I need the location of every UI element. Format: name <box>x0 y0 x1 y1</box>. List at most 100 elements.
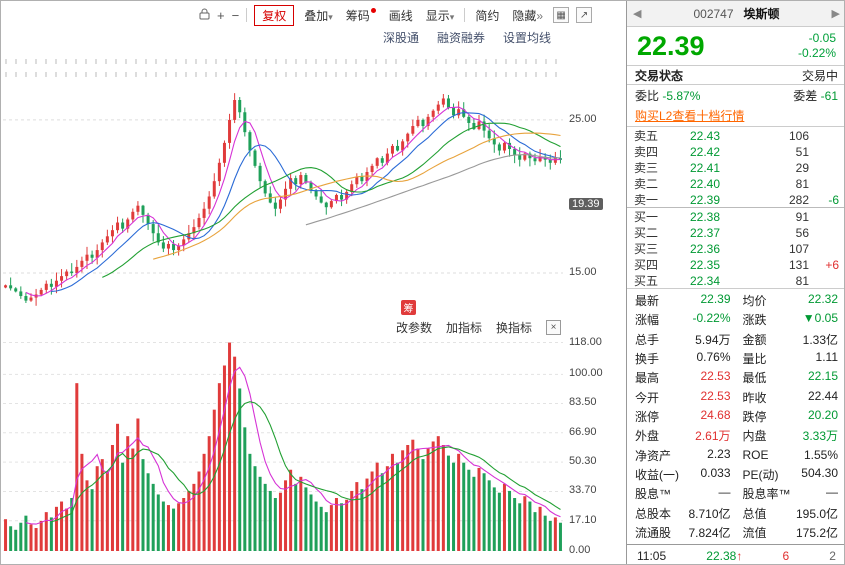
add-indicator-link[interactable]: 加指标 <box>445 320 482 335</box>
close-icon[interactable]: × <box>546 319 561 335</box>
stat-label: 今开 <box>635 390 660 405</box>
stat-value: — <box>718 485 731 500</box>
ask-row[interactable]: 卖二 22.40 81 <box>627 175 844 192</box>
price-tag: 19.39 <box>569 197 603 210</box>
bid-volume: 107 <box>788 241 809 256</box>
price-axis-label: 15.00 <box>569 266 597 279</box>
price-axis: 25.00 15.00 19.39 <box>565 51 623 319</box>
stat-label: 流值 <box>742 525 767 540</box>
stat-value: 0.76% <box>696 350 731 365</box>
link-ma-settings[interactable]: 设置均线 <box>502 30 551 45</box>
switch-indicator-link[interactable]: 换指标 <box>495 320 532 335</box>
stat-row: 流通股 7.824亿 流值 175.2亿 <box>627 523 844 542</box>
bid-price: 22.36 <box>689 241 720 256</box>
stat-label: 净资产 <box>635 448 672 463</box>
ask-delta: -6 <box>828 192 839 207</box>
bid-price: 22.38 <box>689 209 720 224</box>
l2-quote-link[interactable]: 购买L2查看十档行情 <box>627 105 844 127</box>
link-margin-trading[interactable]: 融资融券 <box>436 30 485 45</box>
stat-value: 22.53 <box>700 388 731 403</box>
trade-status-value: 交易中 <box>801 68 838 83</box>
market-links-bar: 深股通 融资融券 设置均线 <box>1 27 623 47</box>
stat-row: 总手 5.94万 金额 1.33亿 <box>627 330 844 349</box>
ask-row[interactable]: 卖五 22.43 106 <box>627 127 844 144</box>
stat-row: 涨幅 -0.22% 涨跌 ▼0.05 <box>627 310 844 329</box>
drawline-button[interactable]: 画线 <box>386 5 416 26</box>
zoom-in-icon[interactable]: + <box>217 7 225 23</box>
price-axis-label: 25.00 <box>569 112 597 125</box>
event-marker-row <box>5 59 559 64</box>
ask-row[interactable]: 卖四 22.42 51 <box>627 143 844 160</box>
stock-name: 埃斯顿 <box>743 7 780 21</box>
event-marker-row <box>5 72 559 77</box>
toolbar-divider <box>464 8 466 22</box>
chips-button[interactable]: 筹码 <box>343 5 379 26</box>
display-button[interactable]: 显示▾ <box>423 5 458 26</box>
stat-value: 8.710亿 <box>688 506 731 521</box>
next-stock-icon[interactable]: ▶ <box>831 8 840 20</box>
stat-value: 7.824亿 <box>688 525 731 540</box>
toolbar-divider <box>246 8 248 22</box>
ask-label: 卖五 <box>634 129 659 143</box>
stat-label: 总手 <box>635 332 660 347</box>
stat-label: PE(动) <box>742 467 779 482</box>
zoom-out-icon[interactable]: − <box>231 7 240 23</box>
bid-row[interactable]: 买一 22.38 91 <box>627 208 844 225</box>
volume-chart[interactable] <box>3 339 563 551</box>
ask-row[interactable]: 卖一 22.39 282 -6 <box>627 191 844 208</box>
red-dot-icon <box>370 7 376 13</box>
stat-label: 最高 <box>635 371 660 386</box>
stat-value: 0.033 <box>700 465 731 480</box>
bid-row[interactable]: 买二 22.37 56 <box>627 224 844 241</box>
price-change: -0.05 <box>808 31 836 45</box>
tick-footer[interactable]: 11:05 22.38↑ 6 2 <box>627 544 844 564</box>
stat-value: 2.23 <box>707 446 731 461</box>
bid-label: 买四 <box>634 258 659 272</box>
order-book: 卖五 22.43 106 卖四 22.42 51 卖三 22.41 29 卖二 22.40 81 卖一 2… <box>627 127 844 289</box>
stat-label: 股息™ <box>635 487 672 502</box>
ask-label: 卖二 <box>634 177 659 191</box>
bid-volume: 131 <box>788 257 809 272</box>
bid-price: 22.35 <box>689 257 720 272</box>
stat-label: 内盘 <box>742 429 767 444</box>
hide-button[interactable]: 隐藏» <box>509 5 546 26</box>
stat-value: 22.32 <box>807 292 838 307</box>
bid-row[interactable]: 买三 22.36 107 <box>627 240 844 257</box>
weicha-label: 委差 <box>793 88 818 103</box>
stat-label: 流通股 <box>635 525 672 540</box>
stat-label: 金额 <box>742 332 767 347</box>
stat-value: 22.39 <box>700 292 731 307</box>
link-szse-connect[interactable]: 深股通 <box>382 30 419 45</box>
lock-icon[interactable] <box>199 8 210 22</box>
simple-mode-button[interactable]: 简约 <box>472 5 502 26</box>
quote-panel: ◀ 002747 埃斯顿 ▶ 22.39 -0.05 -0.22% 交易状态 交… <box>626 1 844 564</box>
price-block: 22.39 -0.05 -0.22% <box>627 27 844 65</box>
ask-price: 22.43 <box>689 128 720 143</box>
stat-row: 收益(一) 0.033 PE(动) 504.30 <box>627 465 844 484</box>
stat-label: 量比 <box>742 352 767 367</box>
ask-price: 22.42 <box>689 144 720 159</box>
stat-row: 最高 22.53 最低 22.15 <box>627 368 844 387</box>
bid-price: 22.34 <box>689 273 720 288</box>
stat-row: 最新 22.39 均价 22.32 <box>627 291 844 310</box>
double-chevron-right-icon: » <box>536 8 544 23</box>
ask-label: 卖三 <box>634 161 659 175</box>
stat-value: 1.33亿 <box>802 332 838 347</box>
overlay-button[interactable]: 叠加▾ <box>301 5 336 26</box>
chevron-down-icon: ▾ <box>449 11 455 22</box>
change-params-link[interactable]: 改参数 <box>395 320 432 335</box>
fullscreen-icon[interactable]: ↗ <box>576 7 593 23</box>
bid-levels: 买一 22.38 91 买二 22.37 56 买三 22.36 107 买四 22.35 131 +6… <box>627 207 844 289</box>
stat-row: 涨停 24.68 跌停 20.20 <box>627 407 844 426</box>
ask-row[interactable]: 卖三 22.41 29 <box>627 159 844 176</box>
bid-volume: 91 <box>795 209 809 224</box>
indicator-panel-header: 改参数 加指标 换指标 × <box>1 318 561 336</box>
fuquan-button[interactable]: 复权 <box>254 4 295 26</box>
grid-layout-icon[interactable]: ▦ <box>553 7 570 23</box>
bid-row[interactable]: 买五 22.34 81 <box>627 272 844 289</box>
ask-levels: 卖五 22.43 106 卖四 22.42 51 卖三 22.41 29 卖二 22.40 81 卖一 2… <box>627 127 844 208</box>
bid-row[interactable]: 买四 22.35 131 +6 <box>627 256 844 273</box>
candlestick-chart[interactable] <box>3 51 563 319</box>
prev-stock-icon[interactable]: ◀ <box>633 8 642 20</box>
chip-distribution-badge[interactable]: 筹 <box>401 300 416 315</box>
